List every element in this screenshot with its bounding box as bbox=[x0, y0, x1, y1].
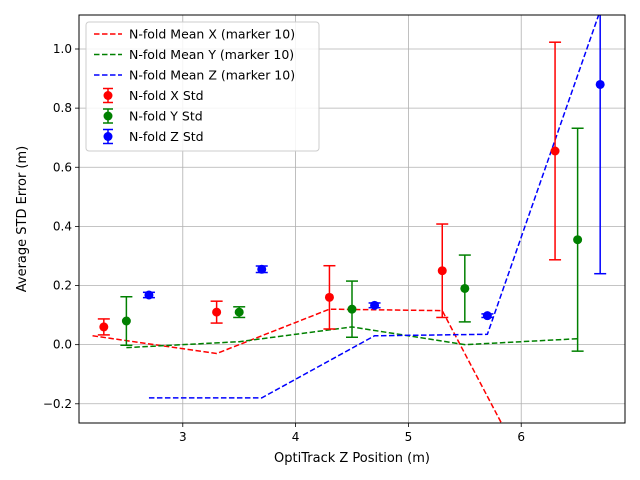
data-point bbox=[482, 311, 492, 321]
y-tick-label: 0.8 bbox=[53, 101, 72, 115]
data-point bbox=[573, 235, 583, 245]
data-point bbox=[121, 316, 131, 326]
data-point bbox=[550, 146, 560, 156]
mean-line bbox=[148, 15, 600, 399]
legend: N-fold Mean X (marker 10) N-fold Mean Y (… bbox=[85, 21, 320, 152]
data-point bbox=[144, 290, 154, 300]
data-point bbox=[437, 266, 447, 276]
data-point bbox=[460, 283, 470, 293]
y-tick-label: −0.2 bbox=[43, 397, 72, 411]
y-tick-label: 0.6 bbox=[53, 160, 72, 174]
y-tick-label: 0.4 bbox=[53, 219, 72, 233]
y-axis-label: Average STD Error (m) bbox=[15, 146, 30, 292]
legend-box bbox=[85, 21, 320, 152]
plot-frame bbox=[78, 14, 626, 424]
series-layer bbox=[92, 15, 607, 423]
data-point bbox=[99, 322, 109, 332]
legend-label: N-fold Y Std bbox=[129, 109, 203, 124]
x-tick-label: 6 bbox=[517, 430, 525, 444]
legend-label: N-fold Mean Y (marker 10) bbox=[129, 47, 294, 62]
legend-swatch-marker bbox=[103, 91, 113, 100]
legend-label: N-fold Mean X (marker 10) bbox=[129, 27, 295, 42]
data-point bbox=[257, 264, 267, 274]
legend-swatch-marker bbox=[103, 132, 113, 141]
legend-label: N-fold Mean Z (marker 10) bbox=[129, 68, 295, 83]
data-point bbox=[324, 292, 334, 302]
legend-label: N-fold Z Std bbox=[129, 129, 204, 144]
data-point bbox=[347, 304, 357, 314]
data-point bbox=[212, 307, 222, 317]
x-tick-label: 5 bbox=[405, 430, 413, 444]
grid bbox=[79, 15, 625, 423]
x-tick-label: 4 bbox=[292, 430, 300, 444]
x-axis-label: OptiTrack Z Position (m) bbox=[274, 451, 430, 466]
y-tick-label: 0.2 bbox=[53, 279, 72, 293]
data-point bbox=[595, 79, 605, 89]
ticks: 3 4 5 6 −0.2 0.0 0.2 0.4 0.6 0.8 1.0 bbox=[43, 42, 525, 444]
data-point bbox=[370, 300, 380, 310]
y-tick-label: 0.0 bbox=[53, 338, 72, 352]
x-tick-label: 3 bbox=[179, 430, 187, 444]
legend-label: N-fold X Std bbox=[129, 88, 204, 103]
mean-line bbox=[92, 308, 503, 423]
y-tick-label: 1.0 bbox=[53, 42, 72, 56]
data-point bbox=[234, 307, 244, 317]
legend-swatch-marker bbox=[103, 111, 113, 121]
